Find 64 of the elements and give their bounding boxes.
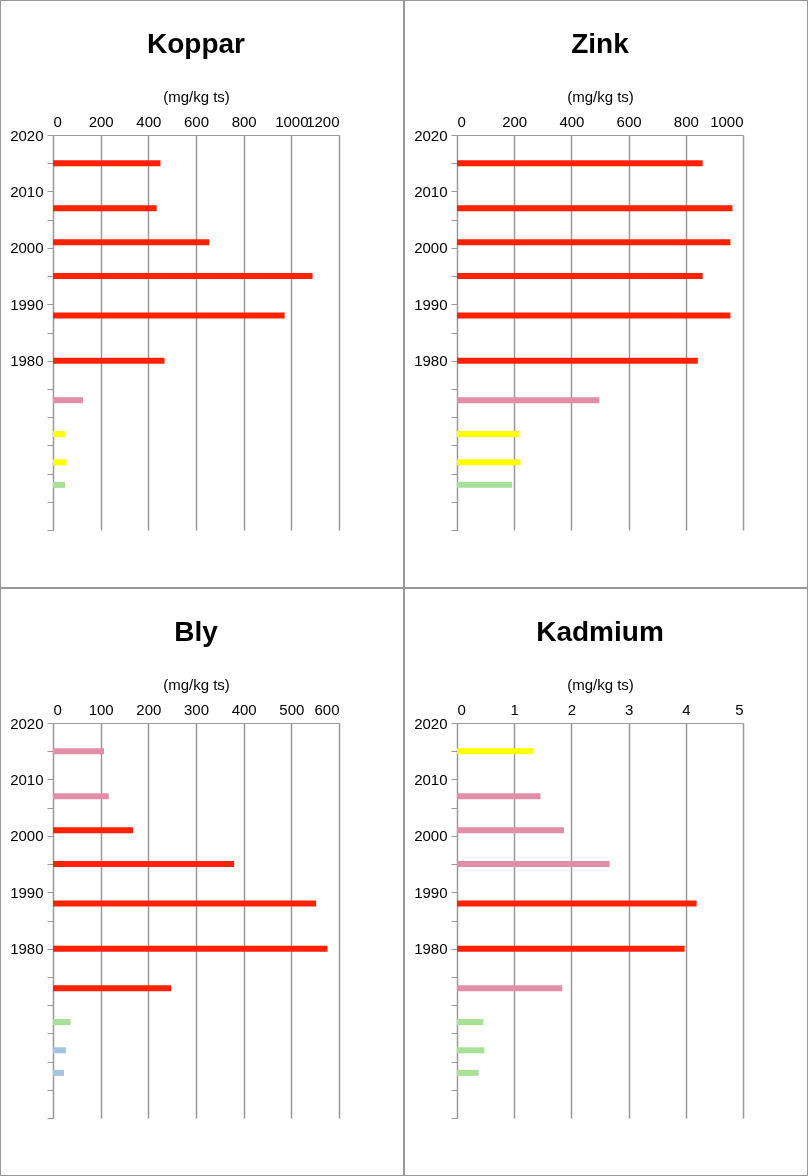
y-tick-label: 1990 xyxy=(10,295,44,313)
y-tick-label: 1980 xyxy=(10,940,44,958)
x-axis-title: (mg/kg ts) xyxy=(567,87,634,105)
x-tick-label: 0 xyxy=(53,700,62,718)
x-tick-label: 0 xyxy=(457,700,466,718)
x-tick-label: 2 xyxy=(567,700,577,718)
y-tick-label: 1990 xyxy=(10,883,44,901)
x-tick-label: 500 xyxy=(279,700,305,718)
x-tick-label: 800 xyxy=(673,112,699,130)
bar xyxy=(457,748,534,755)
y-tick-label: 1980 xyxy=(414,940,448,958)
bar xyxy=(457,945,685,952)
y-tick-label: 2010 xyxy=(10,182,44,200)
y-tick-label: 1980 xyxy=(414,352,448,370)
x-tick-label: 0 xyxy=(457,112,466,130)
bar xyxy=(457,827,564,834)
x-tick-label: 600 xyxy=(616,112,642,130)
bar xyxy=(457,900,697,907)
bar xyxy=(457,1019,484,1026)
y-tick-label: 2020 xyxy=(414,714,448,732)
chart-title: Kadmium xyxy=(536,616,664,647)
x-tick-label: 600 xyxy=(183,112,210,130)
x-tick-label: 200 xyxy=(136,700,162,718)
chart-title: Koppar xyxy=(147,28,246,59)
x-tick-label: 400 xyxy=(231,700,257,718)
chart-title: Bly xyxy=(174,616,219,647)
y-tick-label: 2000 xyxy=(414,239,448,257)
y-tick-label: 2000 xyxy=(10,827,44,845)
x-tick-label: 200 xyxy=(502,112,528,130)
x-tick-label: 1200 xyxy=(306,112,340,130)
x-axis-title: (mg/kg ts) xyxy=(567,675,634,693)
bar xyxy=(457,793,541,800)
y-tick-label: 1980 xyxy=(10,352,44,370)
chart-title: Zink xyxy=(571,28,630,59)
y-tick-label: 2000 xyxy=(10,239,44,257)
y-tick-label: 2020 xyxy=(414,126,448,144)
x-tick-label: 1000 xyxy=(275,112,309,130)
y-tick-label: 2000 xyxy=(414,827,448,845)
x-axis-title: (mg/kg ts) xyxy=(163,675,230,693)
x-tick-label: 400 xyxy=(136,112,162,130)
x-tick-label: 400 xyxy=(559,112,585,130)
bar xyxy=(457,1069,479,1076)
x-tick-label: 1 xyxy=(510,700,519,718)
y-tick-label: 2010 xyxy=(414,770,448,788)
x-tick-label: 1000 xyxy=(710,112,744,130)
x-axis-title: (mg/kg ts) xyxy=(163,87,230,105)
y-tick-label: 1990 xyxy=(414,295,448,313)
x-tick-label: 5 xyxy=(735,700,744,718)
y-tick-label: 2020 xyxy=(10,714,44,732)
x-tick-label: 3 xyxy=(624,700,634,718)
bar xyxy=(457,985,563,992)
x-tick-label: 600 xyxy=(314,700,340,718)
y-tick-label: 2010 xyxy=(414,182,448,200)
x-tick-label: 4 xyxy=(682,700,691,718)
bar xyxy=(457,861,610,868)
y-tick-label: 2020 xyxy=(10,126,44,144)
bar xyxy=(457,1047,485,1054)
x-tick-label: 800 xyxy=(231,112,257,130)
x-tick-label: 100 xyxy=(88,700,114,718)
y-tick-label: 1990 xyxy=(414,883,448,901)
x-tick-label: 300 xyxy=(183,700,210,718)
x-tick-label: 0 xyxy=(53,112,62,130)
y-tick-label: 2010 xyxy=(10,770,44,788)
x-tick-label: 200 xyxy=(88,112,114,130)
